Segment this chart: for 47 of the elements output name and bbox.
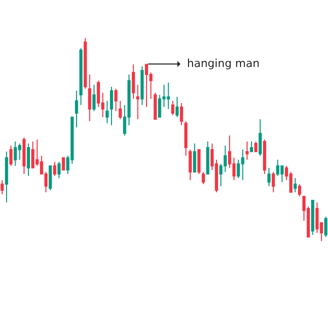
candlestick: [197, 149, 201, 175]
candlestick: [144, 64, 148, 108]
candlestick: [0, 180, 4, 195]
candlestick: [176, 96, 179, 118]
candlestick: [53, 161, 56, 177]
candlestick: [263, 139, 266, 175]
candlestick: [132, 64, 135, 100]
candlestick: [9, 145, 12, 166]
candlestick: [324, 216, 328, 238]
candlestick: [188, 149, 192, 181]
candlestick: [136, 84, 140, 120]
candlestick: [62, 157, 65, 170]
candlestick: [140, 66, 144, 106]
candlestick: [110, 86, 114, 126]
candlestick: [180, 102, 184, 126]
candlestick: [202, 171, 205, 185]
candlestick: [57, 161, 61, 179]
candlestick: [254, 141, 258, 152]
candlestick: [193, 143, 196, 172]
candlestick: [88, 74, 92, 122]
candlestick: [48, 165, 52, 191]
candlestick: [298, 184, 302, 197]
candlestick: [294, 178, 297, 193]
candlestick: [4, 151, 8, 203]
candlestick: [79, 48, 82, 106]
candlestick: [74, 90, 78, 128]
annotation: hanging man: [187, 57, 260, 70]
candlestick: [267, 167, 271, 187]
candlestick: [166, 82, 170, 110]
candlestick: [258, 118, 262, 156]
candlestick: [171, 100, 174, 116]
candlestick: [250, 141, 254, 152]
candlestick: [246, 141, 249, 160]
candlestick: [106, 100, 109, 124]
candlestick: [154, 92, 157, 120]
candlestick: [184, 120, 188, 156]
candlestick: [206, 141, 210, 175]
candlestick: [272, 171, 275, 193]
candlestick: [311, 200, 314, 236]
candlestick: [114, 88, 118, 112]
candlestick: [22, 136, 26, 175]
candlestick: [118, 100, 122, 120]
candlestick: [92, 84, 96, 112]
candlestick: [84, 38, 87, 90]
candlestick: [26, 143, 30, 177]
candlestick: [31, 141, 34, 168]
candlestick: [241, 149, 244, 181]
